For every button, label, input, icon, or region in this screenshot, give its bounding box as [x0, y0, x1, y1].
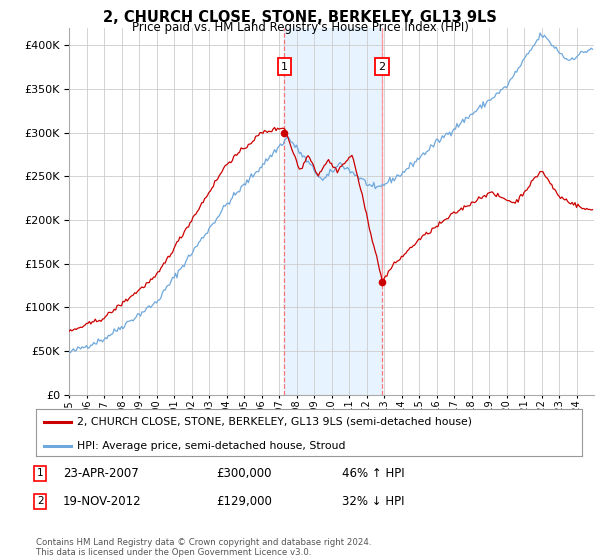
Text: 1: 1: [281, 62, 288, 72]
Bar: [284, 28, 382, 395]
Text: 23-APR-2007: 23-APR-2007: [63, 466, 139, 480]
Text: 1: 1: [37, 468, 44, 478]
Text: 2: 2: [379, 62, 385, 72]
Text: 19-NOV-2012: 19-NOV-2012: [63, 494, 142, 508]
Text: 2: 2: [37, 496, 44, 506]
Text: 46% ↑ HPI: 46% ↑ HPI: [342, 466, 404, 480]
Text: £300,000: £300,000: [216, 466, 271, 480]
Text: HPI: Average price, semi-detached house, Stroud: HPI: Average price, semi-detached house,…: [77, 441, 346, 451]
Text: 32% ↓ HPI: 32% ↓ HPI: [342, 494, 404, 508]
Text: £129,000: £129,000: [216, 494, 272, 508]
Text: Price paid vs. HM Land Registry's House Price Index (HPI): Price paid vs. HM Land Registry's House …: [131, 21, 469, 34]
Text: 2, CHURCH CLOSE, STONE, BERKELEY, GL13 9LS: 2, CHURCH CLOSE, STONE, BERKELEY, GL13 9…: [103, 10, 497, 25]
Text: Contains HM Land Registry data © Crown copyright and database right 2024.
This d: Contains HM Land Registry data © Crown c…: [36, 538, 371, 557]
Text: 2, CHURCH CLOSE, STONE, BERKELEY, GL13 9LS (semi-detached house): 2, CHURCH CLOSE, STONE, BERKELEY, GL13 9…: [77, 417, 472, 427]
